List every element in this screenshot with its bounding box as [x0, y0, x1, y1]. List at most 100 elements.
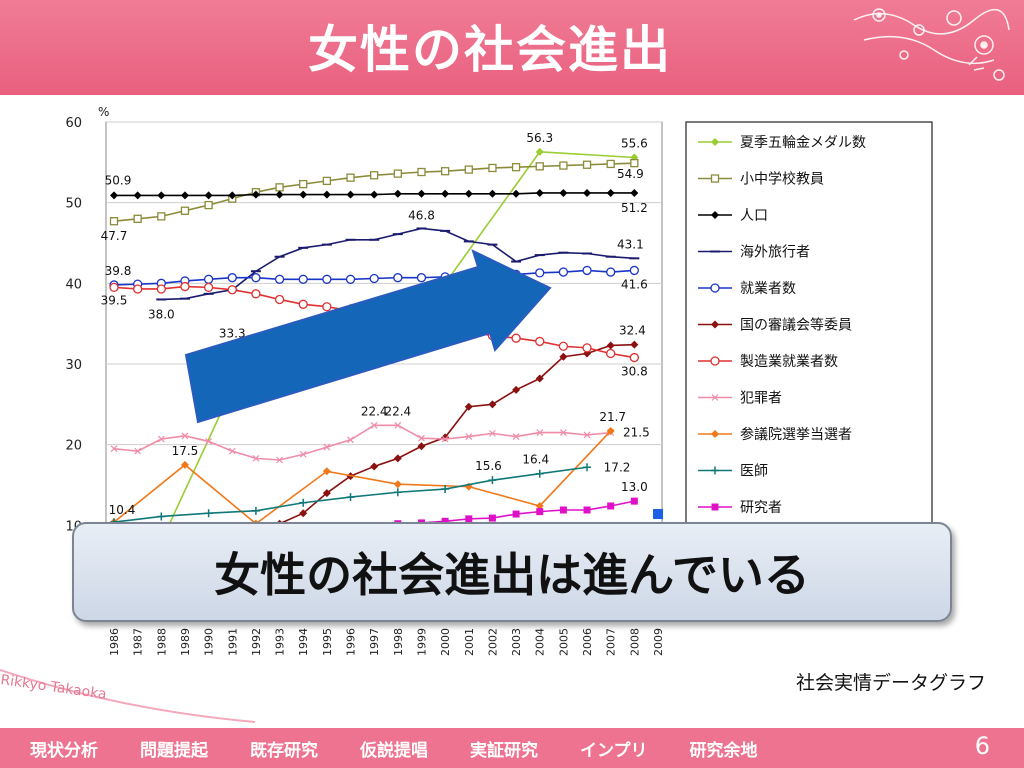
data-point — [205, 438, 213, 445]
nav-item-hypothesis[interactable]: 仮説提唱 — [360, 740, 428, 761]
legend-item: 人口 — [698, 208, 768, 224]
data-point — [393, 488, 402, 497]
data-point — [204, 191, 213, 200]
x-tick-label: 2004 — [534, 628, 547, 656]
data-label: 30.8 — [621, 365, 648, 379]
data-point — [711, 320, 719, 329]
data-point — [511, 163, 521, 172]
data-label: 41.6 — [621, 277, 648, 291]
data-point — [204, 509, 213, 518]
y-tick-label: 20 — [65, 439, 82, 454]
data-point — [488, 400, 497, 409]
nav-item-prior-research[interactable]: 既存研究 — [250, 740, 318, 761]
data-point — [582, 343, 592, 353]
data-point — [322, 190, 331, 199]
data-point — [606, 341, 615, 350]
legend-item: 犯罪者 — [698, 391, 782, 407]
brand-logo: Rikkyo Takaoka — [0, 669, 256, 723]
x-tick-label: 1992 — [250, 628, 263, 656]
x-tick-label: 1996 — [345, 628, 358, 656]
x-tick-label: 2005 — [557, 628, 570, 656]
data-point — [110, 191, 118, 200]
nav-item-implications[interactable]: インプリ — [580, 740, 648, 761]
data-point — [416, 273, 427, 283]
data-point — [134, 447, 142, 455]
data-point — [711, 211, 719, 219]
page-number: 6 — [974, 732, 990, 760]
data-point — [489, 429, 496, 437]
data-point — [275, 190, 284, 199]
data-point — [512, 433, 520, 441]
data-point — [535, 336, 545, 347]
data-point — [346, 493, 355, 502]
up-arrow-shape — [184, 249, 552, 424]
data-label: 16.4 — [522, 453, 549, 467]
y-tick-label: 50 — [65, 197, 82, 212]
data-point — [630, 497, 638, 505]
data-point — [251, 190, 260, 199]
data-label: 47.7 — [101, 229, 128, 243]
data-point — [558, 341, 569, 351]
y-unit-label: % — [98, 105, 109, 119]
data-point — [535, 374, 544, 383]
data-point — [441, 189, 450, 198]
x-tick-label: 1997 — [368, 628, 381, 656]
legend-item: 参議院選挙当選者 — [698, 426, 852, 443]
data-point — [441, 435, 449, 443]
x-tick-label: 2007 — [605, 628, 618, 656]
series-犯罪者 — [110, 421, 615, 464]
data-point — [393, 480, 402, 489]
data-point — [606, 426, 615, 435]
data-point — [204, 200, 213, 210]
header-bar: 女性の社会進出 — [0, 0, 1024, 95]
data-label: 43.1 — [617, 237, 644, 251]
data-point — [251, 506, 260, 515]
legend-label: 医師 — [740, 464, 768, 480]
nav-item-current-analysis[interactable]: 現状分析 — [30, 740, 98, 761]
data-point — [630, 188, 639, 197]
data-point — [298, 299, 308, 309]
data-label: 54.9 — [617, 167, 644, 181]
data-point — [583, 506, 591, 514]
data-point — [346, 173, 355, 182]
data-point — [299, 179, 308, 189]
series-医師 — [110, 463, 592, 527]
x-tick-label: 1988 — [155, 628, 168, 656]
legend-label: 研究者 — [740, 500, 782, 516]
data-point — [629, 265, 639, 276]
x-tick-label: 1987 — [132, 628, 145, 656]
data-point — [109, 217, 119, 226]
data-label: 39.5 — [101, 293, 128, 307]
x-tick-label: 1989 — [179, 628, 192, 656]
nav-item-future-research[interactable]: 研究余地 — [689, 740, 758, 761]
data-point — [346, 190, 355, 199]
data-point — [535, 147, 544, 156]
data-point — [488, 514, 496, 522]
nav-item-problem[interactable]: 問題提起 — [140, 740, 208, 761]
data-point — [369, 273, 379, 284]
x-tick-label: 2006 — [581, 628, 594, 656]
data-point — [228, 191, 237, 200]
data-point — [274, 274, 285, 284]
data-point — [299, 190, 308, 199]
nav-item-empirical[interactable]: 実証研究 — [470, 740, 538, 761]
data-point — [711, 430, 719, 438]
data-point — [299, 450, 307, 458]
data-point — [559, 352, 568, 361]
data-label: 22.4 — [384, 404, 411, 418]
data-point — [512, 510, 520, 518]
data-point — [535, 162, 544, 171]
legend-item: 小中学校教員 — [698, 171, 824, 188]
legend-item: 就業者数 — [698, 281, 796, 297]
data-point — [322, 467, 331, 476]
data-point — [322, 302, 332, 312]
data-point — [203, 274, 214, 284]
data-point — [299, 509, 308, 518]
data-label: 51.2 — [621, 201, 648, 215]
data-point — [559, 161, 568, 170]
data-point — [276, 456, 283, 464]
data-point — [711, 394, 719, 401]
legend-label: 人口 — [740, 208, 768, 224]
data-point — [629, 352, 639, 363]
data-point — [322, 489, 331, 498]
